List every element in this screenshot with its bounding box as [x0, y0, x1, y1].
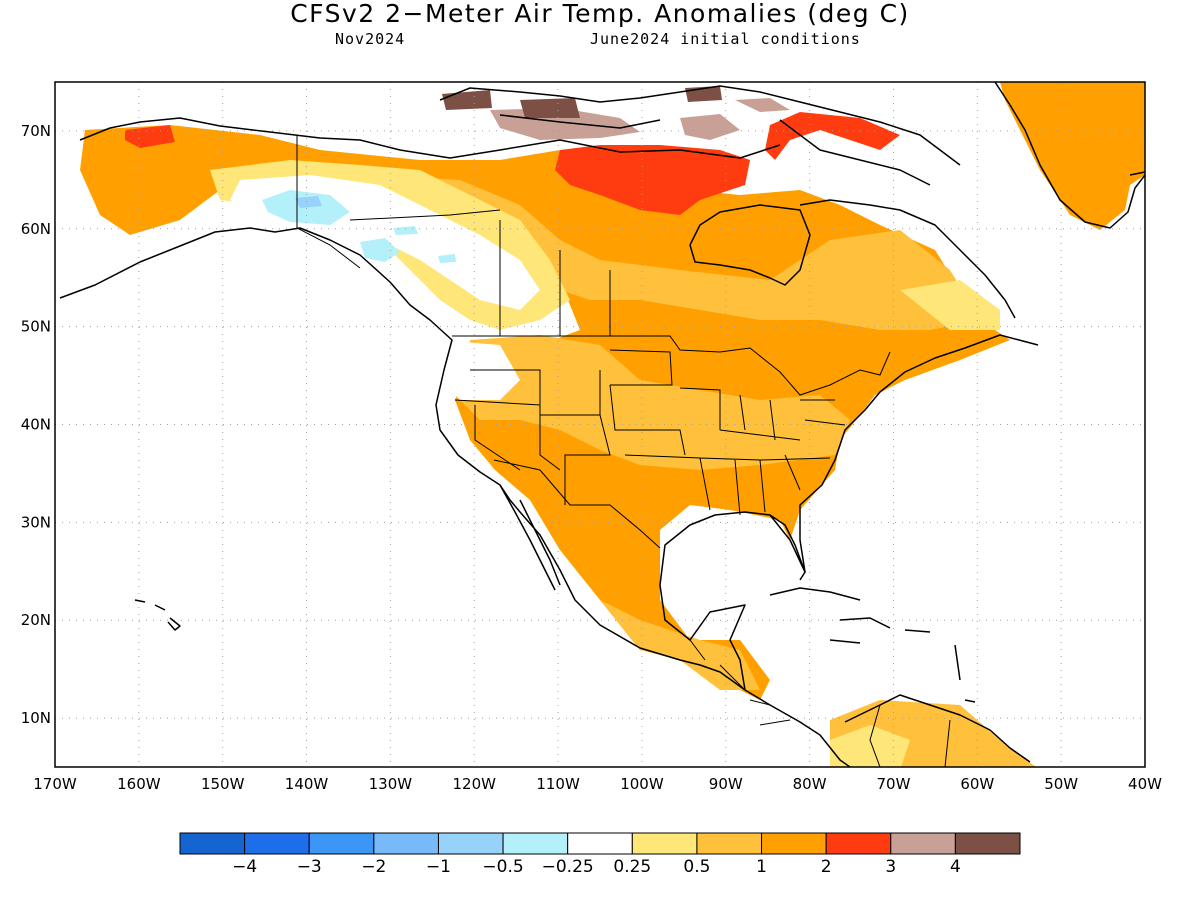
caribbean-islands [769, 587, 976, 703]
lon-tick-label: 140W [285, 775, 329, 793]
anomaly-light-orange-mexico [600, 600, 760, 690]
legend-swatch [890, 832, 956, 855]
legend-label: −2 [361, 857, 386, 877]
anomaly-light-blue-region [262, 190, 350, 225]
us-state-lines [454, 349, 846, 516]
anomaly-light-blue-coast [360, 238, 400, 262]
arctic-islands [439, 85, 961, 186]
legend-label: 0.25 [613, 857, 651, 877]
lon-tick-label: 150W [201, 775, 245, 793]
anomaly-yellow-sa [830, 725, 910, 767]
anomaly-greenland [1000, 82, 1145, 230]
central-america-borders [689, 639, 791, 726]
greenland-east [1129, 171, 1145, 176]
longitude-tick-labels: 170W 160W 150W 140W 130W 120W 110W 100W 90W 80W 70… [33, 775, 1162, 793]
lat-tick-label: 60N [21, 220, 51, 238]
gulf-coast [659, 334, 1039, 691]
anomaly-shading [80, 82, 1145, 767]
legend-label: −0.5 [482, 857, 523, 877]
legend-swatch [308, 832, 375, 855]
lon-tick-label: 60W [960, 775, 994, 793]
legend-label: −0.25 [542, 857, 594, 877]
lon-tick-label: 130W [369, 775, 413, 793]
legend-label: 4 [950, 857, 961, 877]
legend-swatch [761, 832, 827, 855]
hudson-bay-coast [689, 204, 811, 286]
south-america-borders [869, 704, 951, 767]
legend-label: 1 [756, 857, 767, 877]
legend-label: −3 [297, 857, 322, 877]
anomaly-yellow-ne [900, 280, 1000, 330]
lon-tick-label: 50W [1044, 775, 1078, 793]
legend-swatch [502, 832, 569, 855]
legend-swatch [696, 832, 763, 855]
north-america-coast [59, 227, 851, 767]
lon-tick-label: 160W [117, 775, 161, 793]
anomaly-red-canada [555, 145, 750, 215]
lon-tick-label: 170W [33, 775, 77, 793]
lon-tick-label: 90W [709, 775, 743, 793]
coastlines [59, 82, 1145, 767]
south-america-coast [844, 694, 1031, 763]
political-boundaries [296, 135, 951, 767]
legend-swatch [631, 832, 698, 855]
greenland-coast [994, 82, 1145, 229]
legend-swatch [179, 832, 246, 855]
initial-conditions: June2024 initial conditions [590, 30, 861, 48]
lat-tick-label: 40N [21, 416, 51, 434]
legend-swatch [437, 832, 504, 855]
anomaly-light-blue-small [393, 226, 456, 263]
lon-tick-label: 100W [620, 775, 664, 793]
lon-tick-label: 80W [793, 775, 827, 793]
lat-tick-label: 50N [21, 318, 51, 336]
lon-tick-label: 110W [536, 775, 580, 793]
arctic-coast [79, 117, 781, 159]
legend-label: 2 [821, 857, 832, 877]
anomaly-light-orange-region [460, 335, 850, 470]
anomaly-red-alaska [125, 125, 175, 148]
legend-swatch [244, 832, 310, 855]
lon-tick-label: 40W [1128, 775, 1162, 793]
lon-tick-label: 70W [877, 775, 911, 793]
valid-month: Nov2024 [335, 30, 405, 48]
anomaly-red-baffin [765, 112, 900, 160]
legend-swatch [373, 832, 439, 855]
anomaly-pink-arctic-east [680, 98, 790, 140]
labrador-coast [799, 199, 1016, 319]
hawaii-islands [134, 599, 181, 631]
florida-coast [769, 514, 806, 581]
legend-swatch [567, 832, 633, 855]
legend-label: 3 [885, 857, 896, 877]
lat-tick-label: 70N [21, 122, 51, 140]
legend-label: −1 [426, 857, 451, 877]
anomaly-light-orange-north [380, 175, 980, 330]
figure-title: CFSv2 2−Meter Air Temp. Anomalies (deg C… [290, 0, 910, 28]
color-legend: −4 −3 −2 −1 −0.5 −0.25 0.25 0.5 1 2 3 4 [179, 832, 1021, 877]
latitude-tick-labels: 70N 60N 50N 40N 30N 20N 10N [21, 122, 51, 727]
legend-swatch [825, 832, 892, 855]
legend-label: 0.5 [683, 857, 710, 877]
alaska-canada-border [296, 135, 361, 269]
legend-label: −4 [232, 857, 257, 877]
lat-tick-label: 10N [21, 709, 51, 727]
legend-swatch [954, 832, 1021, 855]
lat-tick-label: 30N [21, 513, 51, 531]
map-frame [54, 81, 1146, 768]
map-panel [54, 81, 1146, 768]
lon-tick-label: 120W [452, 775, 496, 793]
us-mexico-border [493, 459, 661, 549]
baja-coast [499, 484, 561, 591]
lat-tick-label: 20N [21, 611, 51, 629]
canada-provinces [349, 209, 611, 336]
anomaly-blue-core [295, 196, 322, 208]
